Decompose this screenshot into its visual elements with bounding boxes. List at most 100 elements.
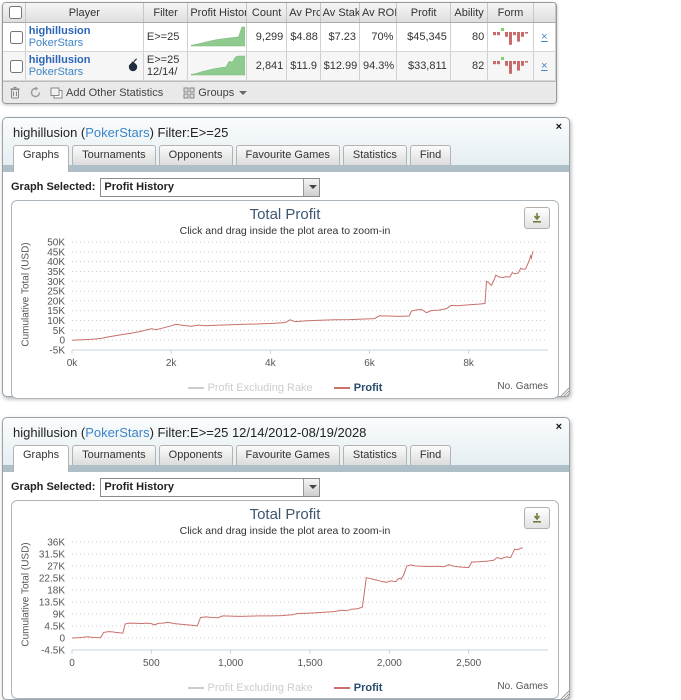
legend-item-profit[interactable]: Profit [333,682,382,694]
chart-legend: Profit Excluding Rake Profit [12,682,558,694]
tab-find[interactable]: Find [409,145,452,165]
legend-item-profit[interactable]: Profit [333,382,382,394]
tab-favourite-games[interactable]: Favourite Games [235,145,340,165]
svg-text:0: 0 [59,336,65,347]
svg-text:2k: 2k [166,358,178,369]
col-close [533,3,556,23]
download-icon [533,513,541,523]
graph-type-select[interactable]: Profit History [100,177,321,197]
graph-selected-label: Graph Selected: [11,481,96,493]
close-button[interactable]: × [555,121,562,133]
tab-find[interactable]: Find [409,445,452,465]
tab-strip [3,165,569,172]
graph-type-select[interactable]: Profit History [100,477,321,497]
col-profit[interactable]: Profit [396,3,451,23]
svg-text:2,500: 2,500 [456,658,481,669]
player-name-link[interactable]: highillusion [28,25,91,37]
svg-text:4k: 4k [265,358,277,369]
add-statistics-icon [50,87,63,98]
pokerstars-link[interactable]: PokerStars [85,125,150,140]
download-chart-button[interactable] [524,507,550,529]
chevron-down-icon [308,185,317,189]
tab-statistics[interactable]: Statistics [342,145,407,165]
col-filter[interactable]: Filter [143,3,189,23]
svg-text:15K: 15K [47,306,65,317]
select-all-checkbox[interactable] [9,6,22,19]
col-av-roi[interactable]: Av ROI [359,3,398,23]
player-graph-panel: highillusion (PokerStars) Filter:E>=25 1… [2,417,570,700]
tab-favourite-games[interactable]: Favourite Games [235,445,340,465]
svg-text:22.5K: 22.5K [39,574,65,585]
tab-tournaments[interactable]: Tournaments [72,445,156,465]
svg-text:2,000: 2,000 [377,658,402,669]
col-count[interactable]: Count [246,3,288,23]
trash-icon [10,86,20,99]
row-checkbox[interactable] [10,30,23,44]
svg-text:18K: 18K [47,586,65,597]
row-checkbox[interactable] [10,59,23,73]
form-minichart [493,56,529,74]
select-dropdown-button[interactable] [303,178,320,196]
player-name-link[interactable]: highillusion [28,54,91,66]
legend-swatch [333,687,350,690]
tab-bar: Graphs Tournaments Opponents Favourite G… [3,445,569,472]
col-av-stak[interactable]: Av Stak [320,3,361,23]
refresh-button[interactable] [29,86,42,99]
tab-graphs[interactable]: Graphs [13,145,70,172]
svg-text:30K: 30K [47,277,65,288]
player-badge-icon [127,58,139,75]
svg-text:35K: 35K [47,267,65,278]
ability-value: 80 [450,22,489,52]
select-dropdown-button[interactable] [303,478,320,496]
form-minichart [493,27,529,45]
legend-item-profit-excluding-rake[interactable]: Profit Excluding Rake [187,382,313,394]
delete-button[interactable] [9,86,21,99]
tab-statistics[interactable]: Statistics [342,445,407,465]
graph-type-value: Profit History [104,180,175,193]
panel-header: highillusion (PokerStars) Filter:E>=25 ×… [3,118,569,172]
svg-text:40K: 40K [47,257,65,268]
graph-selected-label: Graph Selected: [11,181,96,193]
svg-text:0: 0 [59,634,65,645]
row-close-link[interactable]: × [541,31,548,43]
col-profit-history[interactable]: Profit Histor [187,3,247,23]
tab-opponents[interactable]: Opponents [158,445,233,465]
x-axis-title: No. Games [497,381,548,392]
row-close-link[interactable]: × [541,60,548,72]
col-av-prc[interactable]: Av Prc [286,3,321,23]
groups-button[interactable]: Groups [183,87,248,99]
add-other-statistics-button[interactable]: Add Other Statistics [50,87,163,99]
count-value: 9,299 [246,22,288,52]
pokerstars-link[interactable]: PokerStars [85,425,150,440]
chevron-down-icon [308,485,317,489]
close-button[interactable]: × [555,421,562,433]
tab-tournaments[interactable]: Tournaments [72,145,156,165]
col-player[interactable]: Player [25,3,144,23]
col-form[interactable]: Form [487,3,534,23]
svg-text:500: 500 [143,658,160,669]
svg-text:10K: 10K [47,316,65,327]
player-site-label: PokerStars [28,37,84,49]
svg-text:4.5K: 4.5K [44,622,65,633]
svg-text:31.5K: 31.5K [39,550,65,561]
svg-text:50K: 50K [47,238,65,249]
av-prc-value: $4.88 [286,22,321,52]
player-graph-panel: highillusion (PokerStars) Filter:E>=25 ×… [2,117,570,399]
resize-grip[interactable] [559,386,569,396]
panel-header: highillusion (PokerStars) Filter:E>=25 1… [3,418,569,472]
svg-text:13.5K: 13.5K [39,598,65,609]
col-ability[interactable]: Ability [450,3,489,23]
download-chart-button[interactable] [524,207,550,229]
svg-text:8k: 8k [463,358,475,369]
chart-subtitle: Click and drag inside the plot area to z… [179,525,391,537]
legend-item-profit-excluding-rake[interactable]: Profit Excluding Rake [187,682,313,694]
svg-text:0: 0 [69,658,75,669]
filter-value: E>=25 [146,54,180,66]
profit-history-sparkline [191,55,246,75]
tab-opponents[interactable]: Opponents [158,145,233,165]
tab-graphs[interactable]: Graphs [13,445,70,472]
resize-grip[interactable] [559,689,569,699]
groups-icon [183,87,195,98]
